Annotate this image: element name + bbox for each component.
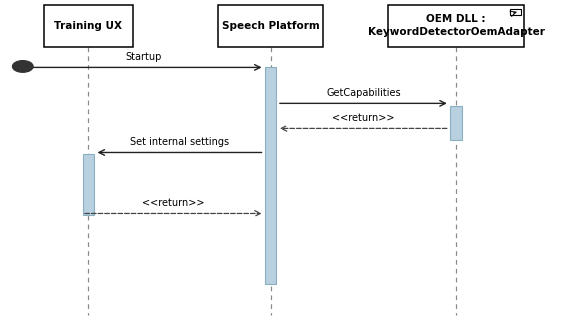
FancyBboxPatch shape (44, 5, 132, 47)
FancyBboxPatch shape (450, 106, 462, 140)
FancyBboxPatch shape (388, 5, 524, 47)
FancyBboxPatch shape (265, 67, 276, 284)
FancyBboxPatch shape (83, 154, 94, 215)
Text: Set internal settings: Set internal settings (130, 137, 229, 147)
Text: Training UX: Training UX (54, 21, 123, 31)
Text: <<return>>: <<return>> (332, 113, 394, 123)
Text: Speech Platform: Speech Platform (222, 21, 320, 31)
Text: GetCapabilities: GetCapabilities (326, 88, 401, 98)
FancyBboxPatch shape (510, 9, 521, 15)
Text: OEM DLL :
KeywordDetectorOemAdapter: OEM DLL : KeywordDetectorOemAdapter (368, 14, 544, 37)
Circle shape (13, 61, 33, 72)
FancyBboxPatch shape (218, 5, 324, 47)
Text: <<return>>: <<return>> (142, 198, 205, 208)
Text: Startup: Startup (125, 52, 162, 62)
